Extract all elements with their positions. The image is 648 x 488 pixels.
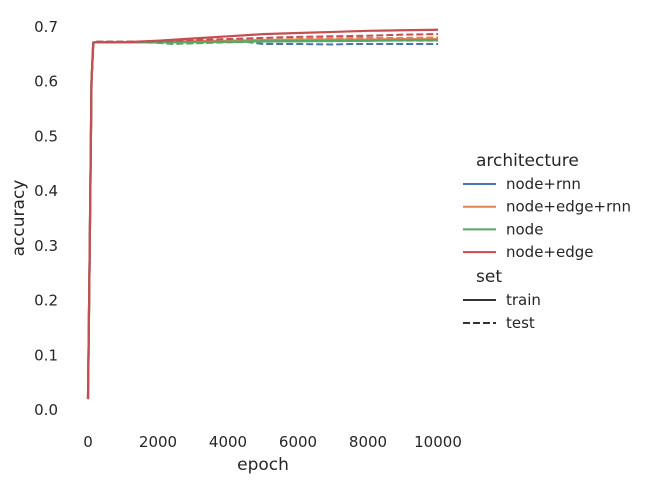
- x-tick-label: 4000: [209, 433, 247, 451]
- legend-label-node: node: [506, 220, 543, 238]
- y-tick-label: 0.2: [34, 292, 58, 310]
- legend-title-architecture: architecture: [476, 151, 579, 171]
- y-axis-label: accuracy: [9, 180, 29, 257]
- y-tick-label: 0.3: [34, 237, 58, 255]
- x-tick-label: 6000: [279, 433, 317, 451]
- x-tick-label: 8000: [349, 433, 387, 451]
- x-axis-ticks: 0 2000 4000 6000 8000 10000: [83, 433, 462, 451]
- y-tick-label: 0.0: [34, 401, 58, 419]
- legend-label-node-edge: node+edge: [506, 243, 594, 261]
- series-line-node-edge-test: [87, 33, 439, 400]
- x-axis-label: epoch: [237, 455, 289, 475]
- x-tick-label: 10000: [414, 433, 462, 451]
- y-tick-label: 0.1: [34, 346, 58, 364]
- legend: architecture node+rnn node+edge+rnn node no…: [463, 151, 631, 332]
- series-line-node-train: [86, 39, 438, 400]
- legend-label-train: train: [506, 291, 541, 309]
- y-tick-label: 0.4: [34, 182, 58, 200]
- series-line-node-edge-rnn-test: [87, 36, 439, 400]
- legend-title-set: set: [476, 267, 502, 287]
- legend-label-node-edge-rnn: node+edge+rnn: [506, 198, 631, 216]
- x-tick-label: 0: [83, 433, 93, 451]
- y-tick-label: 0.6: [34, 73, 58, 91]
- series-line-node-edge-rnn-train: [86, 37, 438, 400]
- legend-label-test: test: [506, 314, 535, 332]
- series-line-node-edge-train: [86, 28, 439, 400]
- y-tick-label: 0.7: [34, 18, 58, 36]
- y-axis-ticks: 0.0 0.1 0.2 0.3 0.4 0.5 0.6 0.7: [34, 18, 58, 419]
- y-tick-label: 0.5: [34, 127, 58, 145]
- legend-label-node-rnn: node+rnn: [506, 175, 581, 193]
- series-line-node-rnn-train: [86, 39, 438, 400]
- series-line-node-rnn-test: [87, 40, 438, 400]
- series-line-node-test: [87, 39, 438, 400]
- x-tick-label: 2000: [139, 433, 177, 451]
- plot-lines: [86, 28, 439, 400]
